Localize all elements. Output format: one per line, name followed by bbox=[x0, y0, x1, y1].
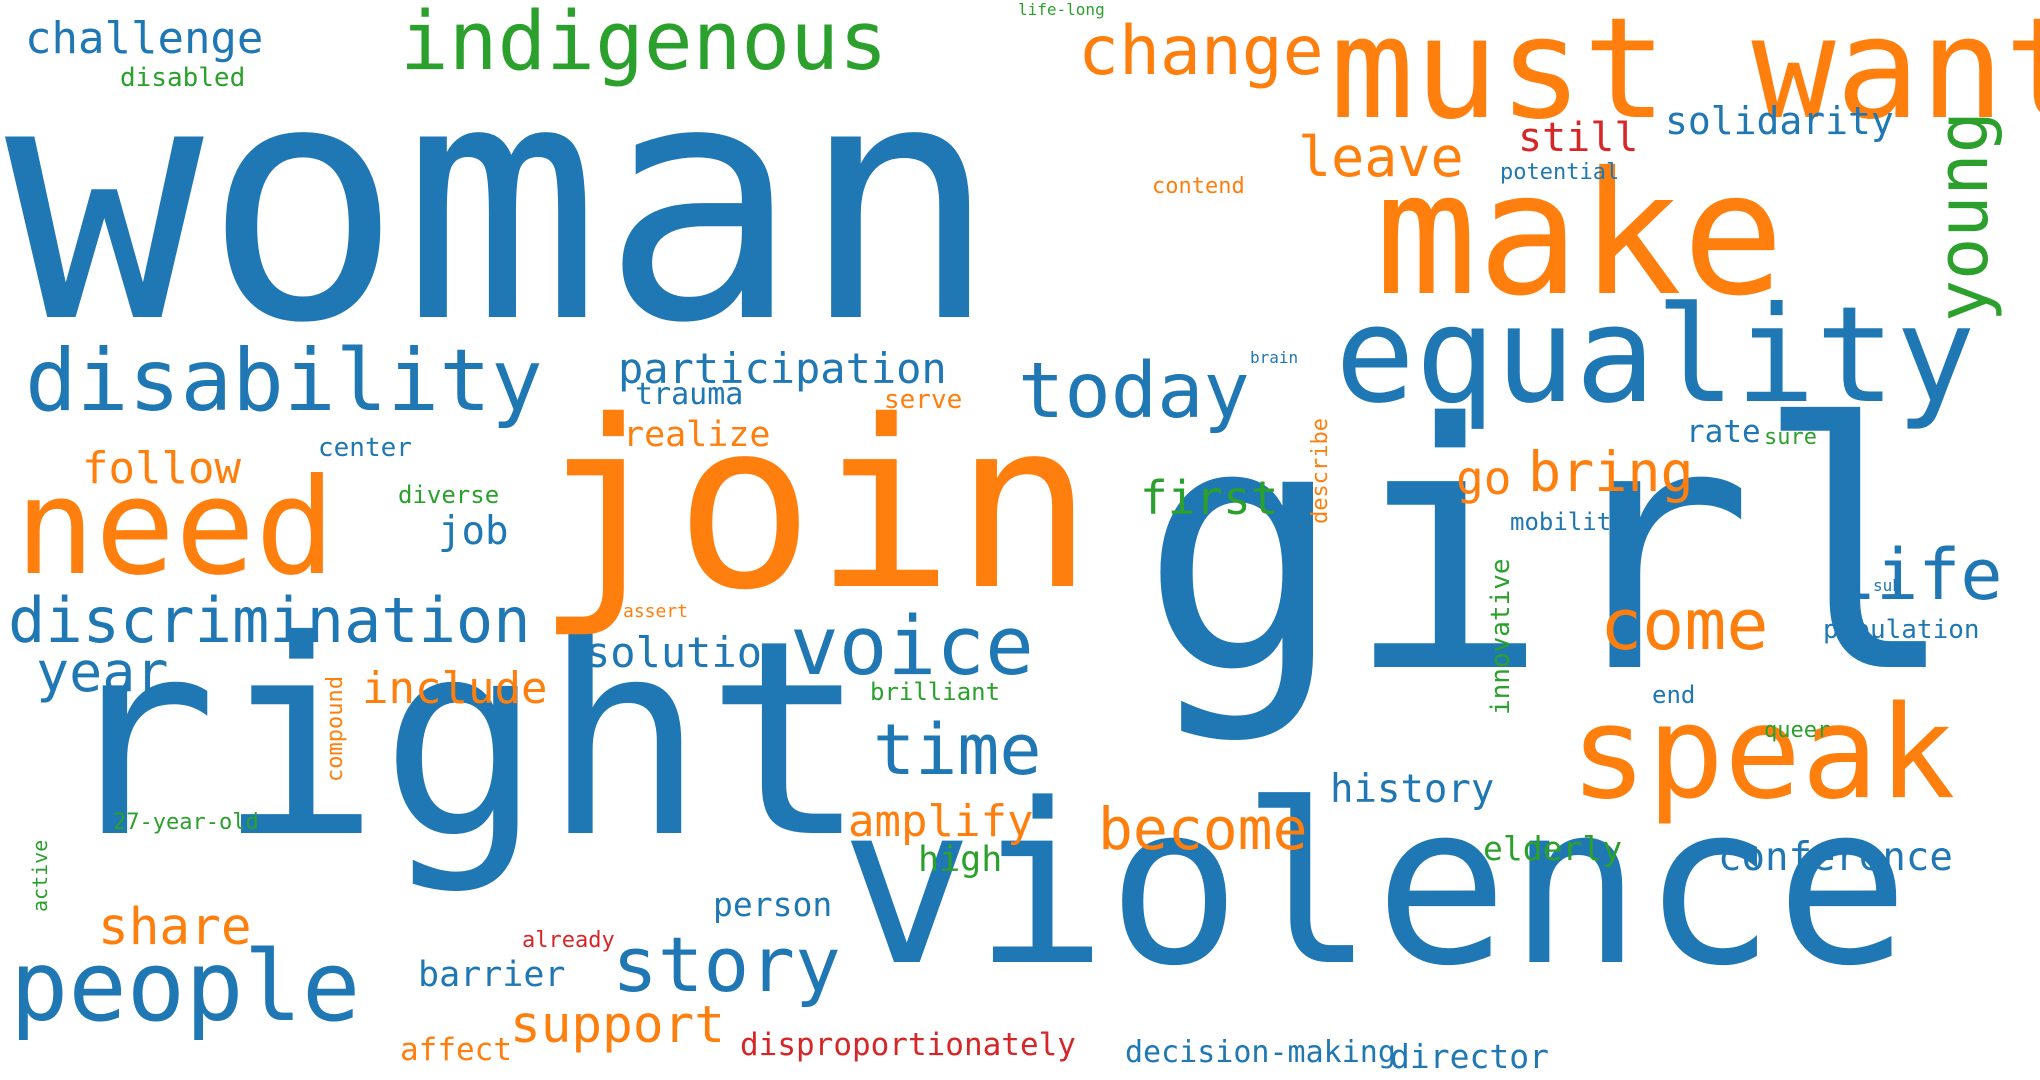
word-story: story bbox=[612, 920, 841, 1009]
word-go: go bbox=[1456, 451, 1512, 505]
word-disability: disability bbox=[25, 331, 543, 431]
word-already: already bbox=[522, 928, 615, 953]
word-queer: queer bbox=[1764, 718, 1831, 743]
word-voice: voice bbox=[790, 600, 1034, 694]
word-girl: girl bbox=[1140, 352, 1959, 748]
word-diverse: diverse bbox=[398, 481, 500, 509]
word-solidarity: solidarity bbox=[1665, 99, 1894, 143]
word-sure: sure bbox=[1764, 425, 1817, 450]
word-disabled: disabled bbox=[120, 63, 246, 93]
word-become: become bbox=[1098, 795, 1308, 863]
word-equality: equality bbox=[1335, 279, 1976, 433]
word-describe: describe bbox=[1308, 418, 1333, 524]
word-life: life bbox=[1834, 534, 2003, 616]
word-bring: bring bbox=[1528, 440, 1694, 504]
word-right: right bbox=[55, 582, 868, 897]
word-discrimination: discrimination bbox=[8, 584, 531, 657]
word-history: history bbox=[1330, 767, 1495, 812]
word-must-want: must want bbox=[1330, 0, 2040, 151]
word-conference: conference bbox=[1718, 835, 1953, 880]
word-population: population bbox=[1823, 615, 1980, 645]
word-brain: brain bbox=[1250, 348, 1299, 367]
word-mobility: mobility bbox=[1510, 508, 1626, 536]
word-include: include bbox=[362, 663, 548, 714]
word-join: join bbox=[535, 371, 1094, 641]
word-high: high bbox=[918, 840, 1003, 880]
word-center: center bbox=[318, 433, 412, 463]
word-rate: rate bbox=[1686, 414, 1761, 450]
word-27-year-old: 27-year-old bbox=[113, 810, 259, 835]
word-challenge: challenge bbox=[25, 13, 264, 64]
word-barrier: barrier bbox=[418, 955, 566, 995]
word-participation: participation bbox=[618, 344, 947, 393]
word-person: person bbox=[713, 885, 833, 924]
word-people: people bbox=[10, 930, 361, 1043]
word-time: time bbox=[873, 709, 1042, 791]
word-leave: leave bbox=[1298, 125, 1464, 189]
word-support: support bbox=[510, 996, 725, 1055]
word-come: come bbox=[1600, 584, 1769, 666]
word-amplify: amplify bbox=[848, 796, 1034, 847]
word-year: year bbox=[36, 640, 169, 704]
word-change: change bbox=[1078, 12, 1324, 91]
word-job: job bbox=[438, 509, 509, 554]
word-young: young bbox=[1922, 111, 2004, 322]
word-assert: assert bbox=[623, 601, 689, 622]
word-woman: woman bbox=[5, 11, 999, 395]
word-disproportionately: disproportionately bbox=[740, 1027, 1076, 1063]
word-affect: affect bbox=[400, 1032, 512, 1068]
word-active: active bbox=[28, 839, 52, 912]
word-potential: potential bbox=[1500, 160, 1620, 185]
word-innovative: innovative bbox=[1486, 558, 1516, 715]
word-today: today bbox=[1018, 347, 1250, 436]
word-need: need bbox=[15, 451, 336, 605]
word-end: end bbox=[1652, 681, 1696, 709]
word-sub: sub bbox=[1873, 576, 1902, 595]
word-solution: solution bbox=[585, 628, 788, 677]
word-life-long: life-long bbox=[1018, 0, 1105, 19]
word-speak: speak bbox=[1570, 679, 1956, 828]
word-contend: contend bbox=[1152, 174, 1245, 199]
word-indigenous: indigenous bbox=[400, 0, 888, 89]
word-brilliant: brilliant bbox=[870, 678, 1001, 706]
word-serve: serve bbox=[884, 385, 963, 415]
word-compound: compound bbox=[323, 676, 348, 782]
word-trauma: trauma bbox=[635, 377, 744, 412]
word-share: share bbox=[98, 898, 252, 957]
word-still: still bbox=[1518, 115, 1639, 161]
word-elderly: elderly bbox=[1483, 829, 1623, 868]
word-decision-making: decision-making bbox=[1125, 1035, 1396, 1070]
word-first: first bbox=[1140, 471, 1279, 525]
word-director: director bbox=[1390, 1037, 1549, 1076]
word-make: make bbox=[1375, 136, 1785, 334]
word-follow: follow bbox=[82, 443, 241, 494]
word-realize: realize bbox=[623, 415, 771, 455]
word-violence: violence bbox=[840, 757, 1910, 1015]
